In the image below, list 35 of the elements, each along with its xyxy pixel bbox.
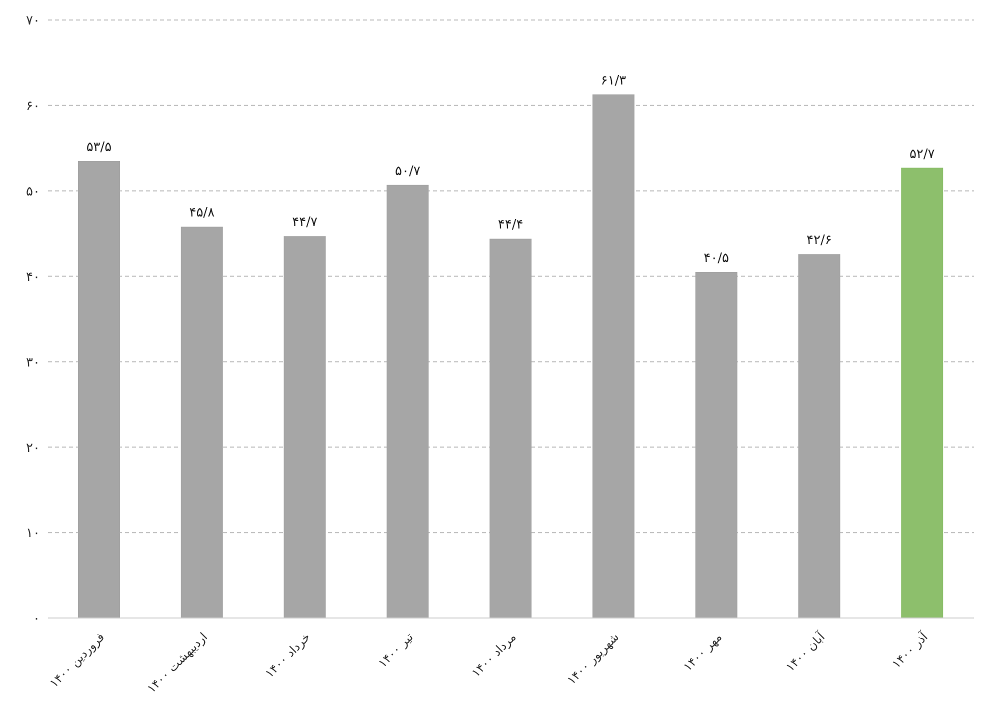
bar	[901, 168, 944, 618]
data-label: ۴۰/۵	[704, 251, 730, 266]
bar	[78, 160, 120, 618]
y-tick-label: ۳۰	[26, 355, 40, 370]
x-tick-label: اردیبهشت ۱۴۰۰	[144, 630, 210, 696]
x-tick-label: تیر ۱۴۰۰	[375, 630, 416, 670]
data-label: ۴۴/۷	[292, 215, 318, 230]
data-label: ۴۴/۴	[498, 218, 524, 233]
data-label: ۴۲/۶	[806, 233, 832, 248]
data-label: ۵۳/۵	[86, 140, 112, 155]
data-label: ۵۰/۷	[395, 164, 420, 179]
bar	[180, 226, 223, 618]
bar	[284, 236, 326, 618]
bar	[490, 238, 532, 618]
x-tick-label: مهر ۱۴۰۰	[680, 630, 725, 674]
x-tick-label: فروردین ۱۴۰۰	[46, 630, 108, 690]
x-tick-label: شهریور ۱۴۰۰	[564, 630, 622, 688]
x-tick-label: خرداد ۱۴۰۰	[262, 630, 313, 681]
bar	[798, 254, 840, 618]
y-tick-label: ۲۰	[26, 440, 40, 456]
bar	[386, 184, 429, 618]
x-tick-label: مرداد ۱۴۰۰	[468, 630, 519, 680]
y-tick-label: ۶۰	[26, 99, 40, 114]
y-tick-label: ۴۰	[26, 270, 40, 285]
y-tick-label: ۷۰	[26, 14, 40, 29]
bar	[592, 94, 634, 618]
data-label: ۶۱/۳	[600, 73, 626, 88]
data-label: ۴۵/۸	[189, 206, 215, 221]
y-tick-label: ۱۰	[26, 526, 40, 542]
bar	[695, 272, 738, 618]
data-label: ۵۲/۷	[909, 146, 935, 162]
y-tick-label: ۵۰	[26, 184, 40, 200]
x-tick-label: آذر ۱۴۰۰	[888, 628, 931, 671]
x-tick-label: آبان ۱۴۰۰	[782, 628, 828, 674]
y-tick-label: ۰	[33, 612, 40, 627]
